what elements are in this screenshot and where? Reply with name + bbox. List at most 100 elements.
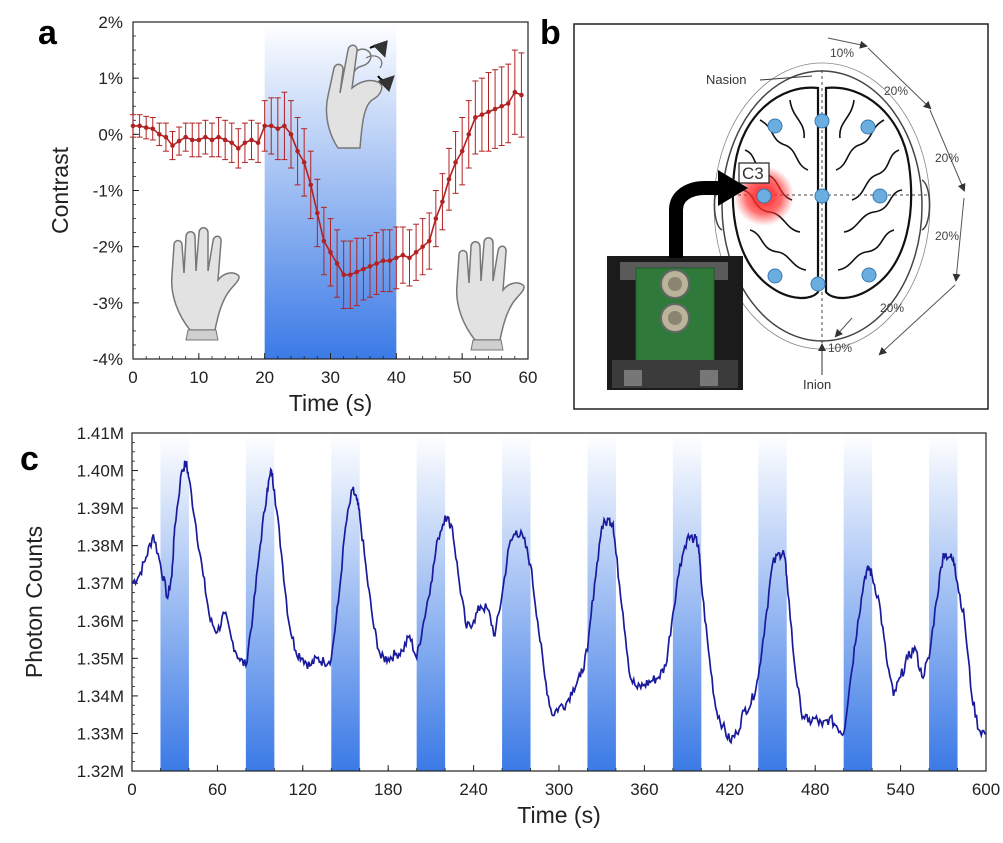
data-point [413, 249, 419, 255]
data-point [209, 137, 215, 143]
y-tick-label: 1.38M [77, 537, 124, 556]
electrode-F4 [860, 119, 876, 135]
percent-label: 20% [884, 84, 908, 98]
data-point [519, 92, 524, 98]
data-point [222, 137, 228, 143]
data-point [479, 112, 485, 117]
x-tick-label: 600 [972, 780, 1000, 799]
data-point [341, 272, 346, 278]
task-shaded-region [264, 22, 397, 359]
x-tick-label: 540 [886, 780, 914, 799]
data-point [170, 143, 175, 148]
open-hand-icon [455, 237, 525, 351]
data-point [176, 138, 182, 144]
y-tick-label: -4% [93, 350, 123, 369]
data-point [189, 137, 195, 143]
x-tick-label: 360 [630, 780, 658, 799]
electrode-Cz [814, 188, 830, 204]
x-tick-label: 0 [127, 780, 136, 799]
data-point [499, 103, 504, 109]
data-point [216, 134, 221, 140]
c3-label: C3 [742, 164, 764, 183]
electrode-Pz [810, 276, 826, 292]
y-tick-label: -3% [93, 294, 123, 313]
percent-label: 20% [935, 229, 959, 243]
x-tick-label: 60 [208, 780, 227, 799]
data-point [282, 123, 287, 129]
nasion-pointer [759, 75, 813, 81]
y-tick-label: 1.40M [77, 462, 124, 481]
panel-a-points [130, 89, 524, 278]
panel-letter-b: b [540, 14, 561, 52]
x-tick-label: 20 [255, 368, 274, 387]
panel-c-ylabel: Photon Counts [21, 526, 47, 678]
sensor-placement-arrow [669, 181, 722, 258]
data-point [407, 255, 412, 261]
percent-label: 10% [830, 46, 854, 60]
y-tick-label: 1.34M [77, 687, 124, 706]
right-ear [921, 179, 931, 231]
data-point [380, 258, 386, 264]
y-tick-label: 1.35M [77, 649, 124, 668]
data-point [196, 137, 202, 143]
data-point [249, 137, 254, 143]
x-tick-label: 240 [459, 780, 487, 799]
sensor-photo [607, 256, 743, 390]
data-point [354, 269, 360, 275]
data-point [229, 140, 235, 146]
y-tick-label: -1% [93, 182, 123, 201]
electrode-P3 [767, 268, 783, 284]
x-tick-label: 180 [374, 780, 402, 799]
data-point [334, 261, 340, 266]
panel-a-chart: 0 10 20 30 40 50 60 2% 1% 0% -1% -2% -3% -4% Time (s)… [47, 13, 537, 416]
panel-c-axes: 0 60 120 180 240 300 360 420 480 540 600 1.41M 1.40M… [77, 424, 1000, 799]
data-point [420, 244, 425, 249]
data-point [394, 255, 399, 261]
data-point [242, 140, 248, 146]
nasion-label: Nasion [706, 72, 746, 87]
data-point [433, 216, 439, 221]
data-point [295, 148, 300, 154]
data-point [512, 89, 518, 95]
open-hand-icon [170, 227, 240, 341]
x-tick-label: 30 [321, 368, 340, 387]
y-tick-label: 2% [98, 13, 123, 32]
y-tick-label: 1% [98, 69, 123, 88]
task-shaded-regions [160, 433, 958, 771]
panel-c-xlabel: Time (s) [517, 802, 600, 828]
data-point [361, 266, 366, 272]
task-shaded-region [160, 433, 189, 771]
data-point [440, 199, 445, 205]
data-point [315, 210, 320, 216]
data-point [150, 126, 156, 132]
y-tick-label: 0% [98, 125, 123, 144]
x-tick-label: 300 [545, 780, 573, 799]
task-shaded-region [843, 433, 873, 771]
data-point [387, 258, 393, 264]
data-point [130, 123, 136, 129]
task-shaded-region [331, 433, 360, 771]
data-point [255, 140, 261, 146]
x-tick-label: 50 [453, 368, 472, 387]
x-tick-label: 60 [519, 368, 538, 387]
x-tick-label: 420 [716, 780, 744, 799]
data-point [203, 134, 208, 140]
panel-letter-c: c [20, 440, 39, 478]
data-point [453, 160, 458, 165]
x-tick-label: 10 [189, 368, 208, 387]
panel-letter-a: a [38, 14, 58, 52]
panel-c-chart: 0 60 120 180 240 300 360 420 480 540 600 1.41M 1.40M… [21, 424, 1000, 828]
percent-label: 20% [880, 301, 904, 315]
data-point [236, 146, 241, 151]
data-point [492, 106, 498, 112]
data-point [183, 134, 188, 140]
y-tick-label: 1.39M [77, 499, 124, 518]
y-tick-label: 1.37M [77, 574, 124, 593]
data-point [446, 176, 452, 182]
data-point [308, 182, 314, 188]
sensor-placement-arrowhead [718, 170, 748, 206]
data-point [137, 123, 142, 129]
data-point [328, 249, 333, 255]
data-point [426, 238, 432, 244]
